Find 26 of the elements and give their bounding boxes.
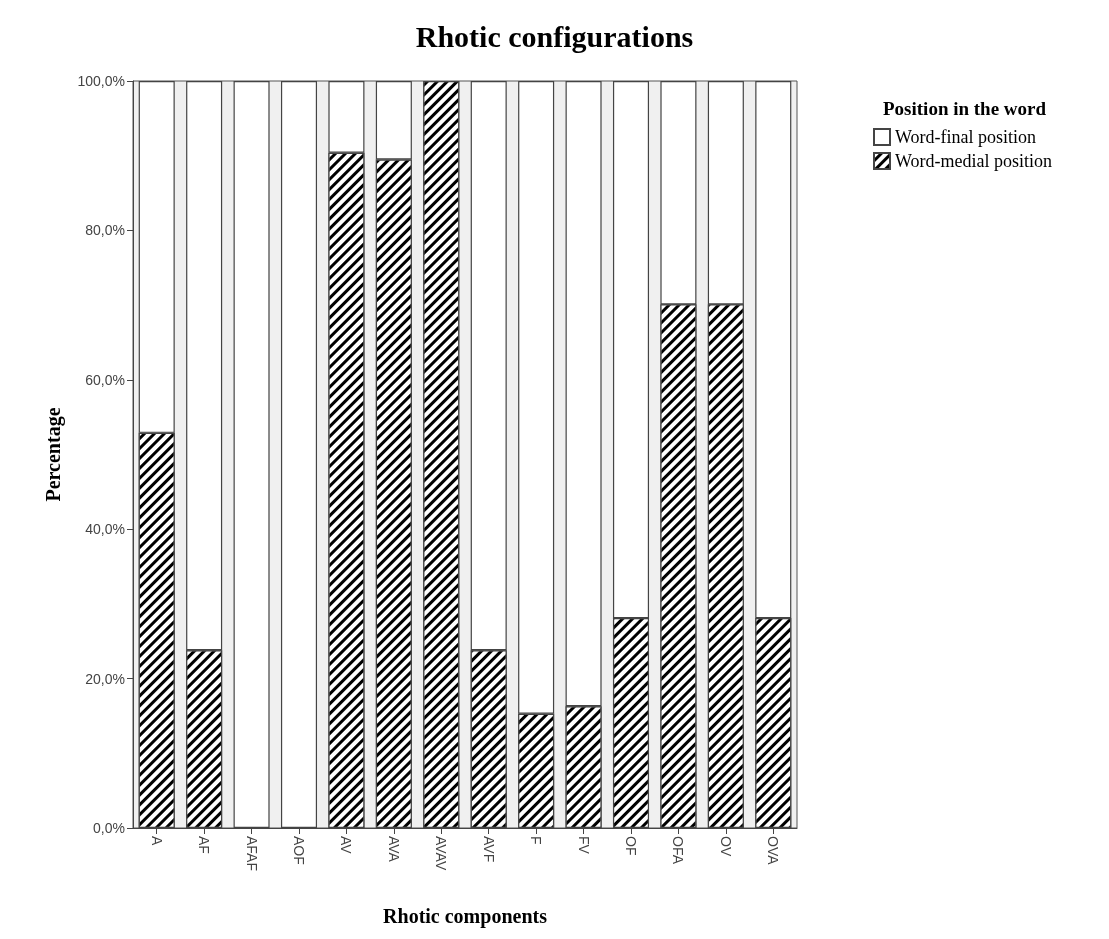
x-tick-label: AVA <box>385 836 402 863</box>
x-tick-label: F <box>528 836 545 845</box>
y-tick-label: 40,0% <box>85 521 125 538</box>
legend-label: Word-final position <box>895 127 1037 147</box>
x-tick-label: AV <box>338 836 355 855</box>
y-tick-label: 0,0% <box>93 820 125 836</box>
x-tick-label: AFAF <box>243 836 260 872</box>
x-tick-label: FV <box>575 836 592 855</box>
y-axis-title: Percentage <box>42 407 65 502</box>
legend-title: Position in the word <box>883 98 1047 119</box>
x-axis-title: Rhotic components <box>383 905 548 928</box>
legend-label: Word-medial position <box>895 151 1053 171</box>
y-tick-label: 80,0% <box>85 222 125 239</box>
x-tick-label: OV <box>717 836 734 857</box>
x-tick-label: AF <box>196 836 213 854</box>
y-tick-label: 100,0% <box>77 73 125 89</box>
x-tick-label: AOF <box>291 836 307 865</box>
x-tick-label: AVAV <box>433 836 450 871</box>
x-tick-label: AVF <box>480 836 497 863</box>
y-tick-label: 60,0% <box>85 371 125 388</box>
y-tick-label: 20,0% <box>85 670 125 687</box>
x-tick-label: A <box>148 836 165 846</box>
x-tick-label: OFA <box>670 836 687 865</box>
x-tick-label: OF <box>623 836 639 856</box>
chart-title: Rhotic configurations <box>415 19 694 53</box>
x-tick-label: OVA <box>765 836 782 866</box>
